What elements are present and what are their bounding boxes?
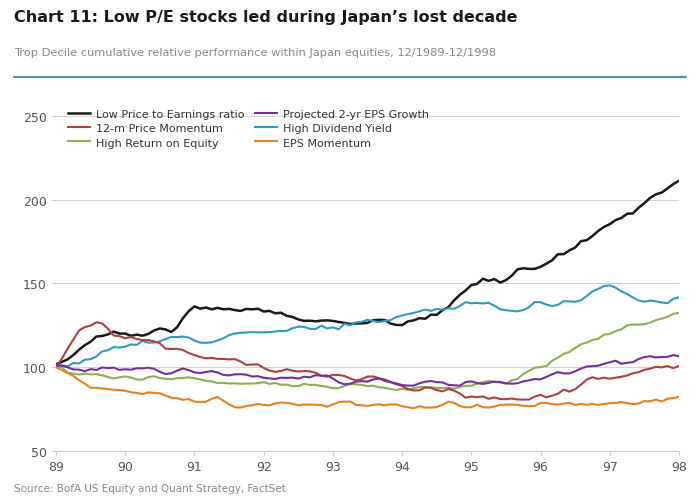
- Text: Source: BofA US Equity and Quant Strategy, FactSet: Source: BofA US Equity and Quant Strateg…: [14, 483, 286, 493]
- Text: Trop Decile cumulative relative performance within Japan equities, 12/1989-12/19: Trop Decile cumulative relative performa…: [14, 48, 496, 58]
- Text: Chart 11: Low P/E stocks led during Japan’s lost decade: Chart 11: Low P/E stocks led during Japa…: [14, 10, 517, 25]
- Legend: Low Price to Earnings ratio, 12-m Price Momentum, High Return on Equity, Project: Low Price to Earnings ratio, 12-m Price …: [68, 109, 429, 148]
